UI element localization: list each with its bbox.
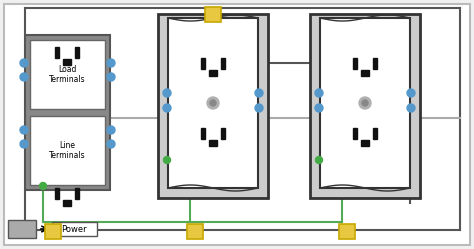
Circle shape (207, 97, 219, 109)
Circle shape (407, 104, 415, 112)
Bar (209, 140, 217, 146)
Circle shape (20, 140, 28, 148)
Circle shape (316, 157, 322, 164)
Bar (75, 47, 79, 58)
Bar (63, 200, 71, 206)
Bar (361, 70, 369, 76)
Bar (310, 14, 420, 198)
Bar (361, 140, 369, 146)
Circle shape (39, 183, 46, 189)
Circle shape (20, 59, 28, 67)
Circle shape (20, 73, 28, 81)
Bar (8, 220, 36, 238)
Circle shape (20, 126, 28, 134)
Circle shape (163, 89, 171, 97)
Text: Line
Terminals: Line Terminals (49, 141, 86, 160)
Bar (55, 47, 59, 58)
Circle shape (107, 73, 115, 81)
Bar (158, 14, 268, 198)
Circle shape (255, 104, 263, 112)
Bar (205, 6, 221, 21)
Bar (30, 40, 105, 109)
Bar (353, 58, 357, 68)
Bar (353, 127, 357, 138)
Bar (63, 59, 71, 65)
Bar (339, 224, 355, 239)
Bar (221, 127, 225, 138)
Circle shape (163, 104, 171, 112)
Bar (25, 35, 110, 190)
Circle shape (407, 89, 415, 97)
Circle shape (362, 100, 368, 106)
Circle shape (315, 89, 323, 97)
Bar (373, 58, 377, 68)
Bar (187, 224, 203, 239)
Bar (373, 127, 377, 138)
Circle shape (210, 100, 216, 106)
Circle shape (315, 104, 323, 112)
Text: Power: Power (61, 225, 87, 234)
Bar (52, 222, 97, 236)
Circle shape (107, 126, 115, 134)
Bar (221, 58, 225, 68)
Bar (209, 70, 217, 76)
Circle shape (164, 157, 171, 164)
Bar (30, 116, 105, 185)
Bar (55, 187, 59, 198)
Circle shape (359, 97, 371, 109)
Bar (201, 58, 205, 68)
Bar (45, 224, 61, 239)
Circle shape (107, 140, 115, 148)
Bar (201, 127, 205, 138)
Circle shape (107, 59, 115, 67)
Text: Load
Terminals: Load Terminals (49, 65, 86, 84)
Bar (168, 18, 258, 188)
Circle shape (255, 89, 263, 97)
Bar (320, 18, 410, 188)
Bar (75, 187, 79, 198)
